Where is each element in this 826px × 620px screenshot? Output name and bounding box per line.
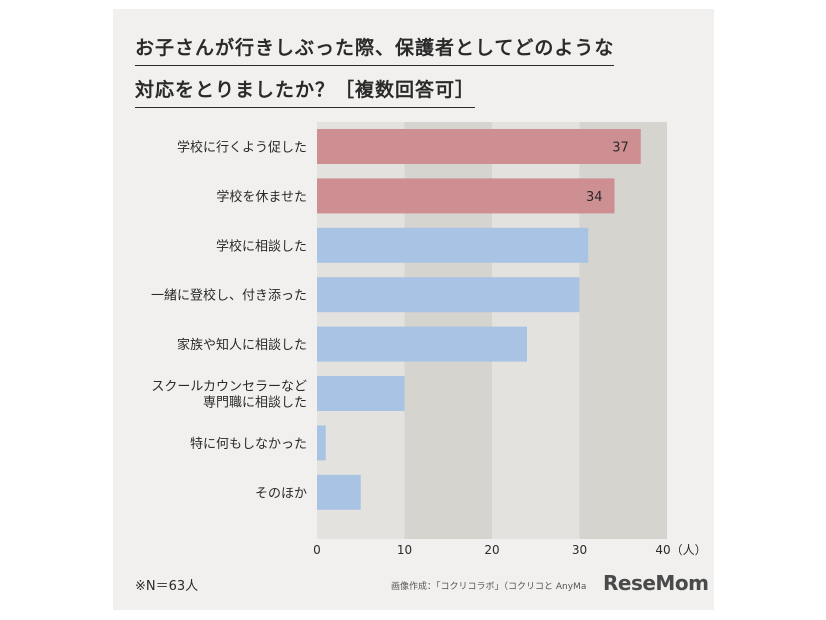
- bar: [317, 178, 615, 214]
- x-tick-label: 40（人）: [655, 543, 706, 557]
- bar-group: [317, 129, 641, 510]
- chart-title-line2: 対応をとりましたか？［複数回答可］: [135, 75, 476, 108]
- category-label: 一緒に登校し、付き添った: [151, 288, 307, 304]
- bar: [317, 227, 589, 263]
- category-label: 学校に相談した: [216, 238, 307, 254]
- bar: [317, 326, 527, 362]
- chart-title-line1: お子さんが行きしぶった際、保護者としてどのような: [135, 33, 615, 66]
- bar: [317, 277, 580, 313]
- image-credit: 画像作成：「コクリコラボ」（コクリコと AnyMa: [391, 582, 587, 592]
- bar: [317, 129, 641, 164]
- bar: [317, 425, 326, 461]
- value-labels: 37 34: [586, 141, 629, 205]
- chart-card: お子さんが行きしぶった際、保護者としてどのような 対応をとりましたか？［複数回答…: [113, 9, 714, 610]
- category-label: 学校に行くよう促した: [177, 140, 307, 156]
- sample-size-note: ※N＝63人: [135, 579, 199, 594]
- x-tick-label: 10: [397, 543, 412, 557]
- bar-chart: 学校に行くよう促した学校を休ませた学校に相談した一緒に登校し、付き添った家族や知…: [151, 122, 707, 557]
- data-label: 34: [586, 190, 603, 205]
- bar: [317, 474, 361, 510]
- category-label: 特に何もしなかった: [190, 436, 307, 452]
- category-label: スクールカウンセラーなど専門職に相談した: [151, 380, 307, 411]
- category-label: 家族や知人に相談した: [177, 337, 307, 353]
- category-labels: 学校に行くよう促した学校を休ませた学校に相談した一緒に登校し、付き添った家族や知…: [151, 140, 307, 502]
- resemom-logo: ReseMom: [603, 571, 709, 595]
- category-label: 学校を休ませた: [216, 189, 307, 205]
- data-label: 37: [612, 141, 629, 156]
- x-tick-label: 30: [572, 543, 587, 557]
- x-tick-label: 20: [484, 543, 499, 557]
- x-tick-label: 0: [313, 543, 321, 557]
- bar: [317, 376, 405, 411]
- category-label: そのほか: [255, 486, 307, 501]
- x-axis-ticks: 0 10 20 30 40（人）: [313, 543, 706, 557]
